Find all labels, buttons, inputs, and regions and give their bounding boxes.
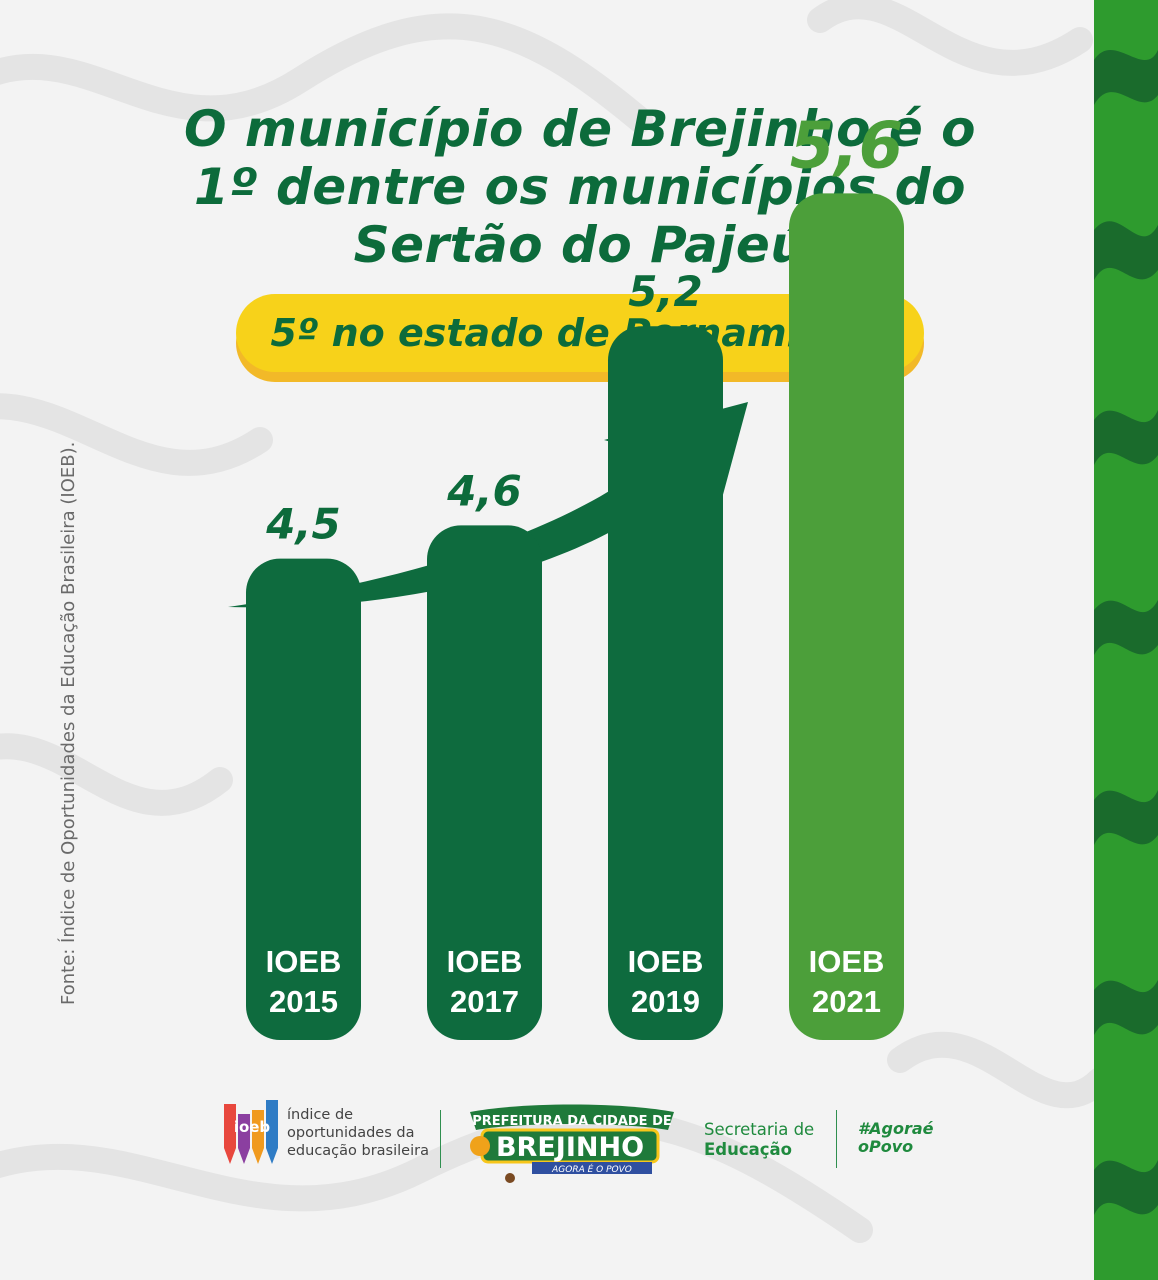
category-label-2-0: IOEB (628, 944, 704, 979)
brejinho-name: BREJINHO (496, 1132, 644, 1163)
bar-3 (789, 193, 904, 1040)
footer-divider-2 (836, 1110, 837, 1168)
ioeb-caption: índice de oportunidades da educação bras… (287, 1107, 429, 1159)
category-label-2-1: 2019 (631, 984, 700, 1019)
category-label-0-0: IOEB (266, 944, 342, 979)
bar-0 (246, 558, 361, 1040)
secretaria-line-2: Educação (704, 1140, 792, 1159)
bar-value-label-1: 4,6 (446, 466, 521, 515)
bar-1 (427, 525, 542, 1040)
brejinho-top-text: PREFEITURA DA CIDADE DE (472, 1114, 672, 1129)
ioeb-logo-letters: ioeb (234, 1118, 271, 1136)
headline: O município de Brejinho é o 1º dentre os… (150, 100, 1010, 274)
footer: ioeb índice de oportunidades da educação… (0, 1090, 1100, 1200)
category-label-3-1: 2021 (812, 984, 881, 1019)
ioeb-logo: ioeb (224, 1100, 278, 1164)
bar-value-label-0: 4,5 (265, 500, 340, 549)
headline-line-3: Sertão do Pajeú (353, 216, 807, 274)
secretaria-line-1: Secretaria de (704, 1120, 815, 1139)
category-label-0-1: 2015 (269, 984, 338, 1019)
subtitle-text: 5º no estado de Pernambuco (270, 311, 890, 355)
bar-value-label-2: 5,2 (628, 267, 702, 316)
brejinho-tagline: AGORA É O POVO (551, 1163, 632, 1175)
category-label-3-0: IOEB (809, 944, 885, 979)
category-label-1-1: 2017 (450, 984, 519, 1019)
category-label-1-0: IOEB (447, 944, 523, 979)
bar-value-label-3: 5,6 (790, 109, 903, 183)
bar-2 (608, 326, 723, 1040)
secretaria-label: Secretaria de Educação (704, 1120, 814, 1160)
headline-line-1: O município de Brejinho é o (184, 100, 976, 158)
hashtag: #Agoraé oPovo (858, 1120, 934, 1156)
footer-divider (440, 1110, 441, 1168)
brejinho-logo: PREFEITURA DA CIDADE DE BREJINHO AGORA É… (470, 1104, 674, 1183)
side-stripe (1094, 0, 1158, 1280)
hashtag-line-2: oPovo (858, 1137, 914, 1156)
hashtag-line-1: #Agoraé (858, 1119, 934, 1138)
